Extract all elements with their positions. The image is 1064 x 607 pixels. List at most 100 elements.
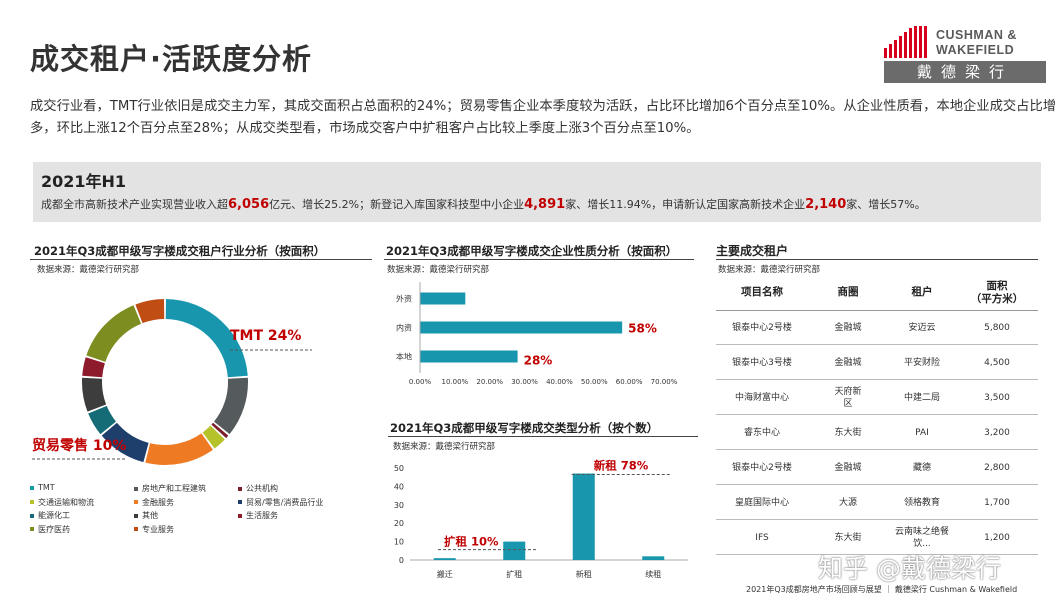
legend-item: 医疗医药 [30, 524, 70, 535]
retail-annotation: 贸易零售 10% [32, 437, 126, 454]
nature-chart-underline [384, 259, 694, 260]
category-label: 新租 [576, 569, 592, 579]
intro-paragraph: 成交行业看，TMT行业依旧是成交主力军，其成交面积占总面积的24%；贸易零售企业… [30, 99, 1057, 136]
legend-swatch [30, 527, 34, 531]
y-tick-label: 10 [394, 538, 404, 547]
category-label: 内资 [396, 323, 412, 333]
legend-item: 能源化工 [30, 510, 70, 521]
bar [420, 292, 466, 305]
legend-label: 贸易/零售/消费品行业 [246, 497, 324, 507]
donut-slice [145, 433, 213, 465]
table-cell: 5,800 [984, 323, 1010, 333]
legend-item: 公共机构 [238, 483, 278, 494]
type-chart-title: 2021年Q3成都甲级写字楼成交类型分析（按个数） [390, 421, 659, 435]
logo-chinese-name: 戴德梁行 [884, 61, 1046, 83]
y-tick-label: 0 [399, 556, 404, 565]
legend-label: 医疗医药 [38, 524, 70, 534]
h1-summary: 成都全市高新技术产业实现营业收入超6,056亿元、增长25.2%；新登记入库国家… [41, 196, 926, 212]
category-label: 搬迁 [437, 569, 453, 579]
industry-chart-title: 2021年Q3成都甲级写字楼成交租户行业分析（按面积） [34, 244, 326, 258]
industry-chart-source: 数据来源：戴德梁行研究部 [37, 265, 140, 275]
tmt-annotation: TMT 24% [230, 328, 301, 344]
inner-annotation: 58% [628, 322, 657, 336]
logo-line-1: CUSHMAN & [936, 28, 1017, 42]
table-cell: 领格教育 [903, 498, 940, 508]
logo-wordmark: CUSHMAN & WAKEFIELD [936, 28, 1017, 58]
tick-label: 30.00% [511, 378, 538, 386]
h1-value-hightech: 2,140 [805, 197, 847, 212]
legend-item: 交通运输和物流 [30, 497, 94, 508]
legend-swatch [238, 500, 242, 504]
tenants-table-title: 主要成交租户 [716, 244, 789, 258]
tick-label: 0.00% [409, 378, 432, 386]
table-cell: 4,500 [984, 358, 1010, 368]
table-cell: 东大街 [834, 533, 862, 543]
donut-slice [82, 357, 105, 378]
legend-swatch [30, 485, 34, 490]
legend-swatch [134, 500, 138, 504]
h1-text-4: 家、增长57%。 [846, 198, 926, 211]
h1-value-revenue: 6,056 [228, 197, 270, 212]
legend-swatch [30, 500, 34, 504]
company-logo: CUSHMAN & WAKEFIELD 戴德梁行 [884, 24, 1046, 84]
legend-label: 金融服务 [142, 497, 174, 507]
legend-label: 其他 [142, 511, 158, 520]
table-cell: 银泰中心2号楼 [732, 463, 792, 473]
table-cell: 天府新区 [834, 387, 862, 409]
legend-item: 贸易/零售/消费品行业 [238, 497, 323, 508]
y-tick-label: 40 [394, 482, 404, 491]
table-header-cell: 面积 （平方米） [970, 279, 1024, 305]
table-row: 银泰中心2号楼 金融城 安迈云 5,800 [716, 311, 1038, 345]
bar [420, 321, 623, 334]
bar [503, 541, 526, 560]
category-label: 外资 [396, 294, 412, 304]
table-row: 中海财富中心 天府新区 中建二局 3,500 [716, 381, 1038, 415]
type-chart-underline [388, 436, 698, 437]
table-header-cell: 项目名称 [741, 286, 783, 298]
page-title: 成交租户·活跃度分析 [30, 42, 313, 76]
legend-label: 公共机构 [246, 484, 278, 493]
legend-item: TMT [30, 483, 55, 492]
table-cell: 2,800 [984, 463, 1010, 473]
table-row: 银泰中心2号楼 金融城 藏德 2,800 [716, 451, 1038, 485]
table-cell: 睿东中心 [743, 428, 780, 438]
watermark: 知乎 @戴德梁行 [818, 554, 1001, 583]
legend-swatch [238, 513, 242, 518]
table-row: IFS 东大街 云南味之绝餐 饮... 1,200 [716, 521, 1038, 555]
table-cell: 皇庭国际中心 [734, 498, 789, 508]
donut-slice [211, 422, 229, 439]
bar [642, 556, 665, 560]
table-cell: 金融城 [834, 323, 862, 333]
tick-label: 70.00% [651, 378, 678, 386]
legend-label: 生活服务 [246, 511, 278, 520]
table-header-cell: 租户 [911, 286, 933, 298]
donut-slice [135, 299, 165, 324]
legend-item: 金融服务 [134, 497, 174, 508]
h1-highlight-box: 2021年H1 成都全市高新技术产业实现营业收入超6,056亿元、增长25.2%… [33, 162, 1041, 222]
table-cell: 银泰中心3号楼 [732, 358, 792, 368]
logo-line-2: WAKEFIELD [936, 43, 1015, 57]
category-label: 续租 [645, 569, 661, 579]
bar [572, 473, 595, 560]
table-cell: 3,500 [984, 393, 1010, 403]
tick-label: 50.00% [581, 378, 608, 386]
legend-item: 专业服务 [134, 524, 174, 535]
local-annotation: 28% [524, 354, 553, 368]
bar [420, 350, 518, 363]
y-tick-label: 20 [394, 519, 404, 528]
donut-slice [101, 422, 149, 463]
category-label: 扩租 [506, 569, 522, 579]
table-row: 银泰中心3号楼 金融城 平安财险 4,500 [716, 346, 1038, 380]
y-tick-label: 30 [394, 501, 404, 510]
table-cell: 金融城 [834, 358, 862, 368]
donut-slice [86, 305, 142, 362]
table-cell: 银泰中心2号楼 [732, 323, 792, 333]
table-cell: 平安财险 [903, 358, 940, 368]
page-footer: 2021年Q3成都房地产市场回顾与展望 ｜ 戴德梁行 Cushman & Wak… [746, 585, 1018, 594]
h1-text-3: 家、增长11.94%，申请新认定国家高新技术企业 [565, 198, 806, 211]
legend-item: 其他 [134, 510, 158, 521]
table-cell: PAI [915, 428, 929, 438]
tick-label: 10.00% [442, 378, 469, 386]
legend-swatch [134, 527, 138, 531]
tick-label: 60.00% [616, 378, 643, 386]
